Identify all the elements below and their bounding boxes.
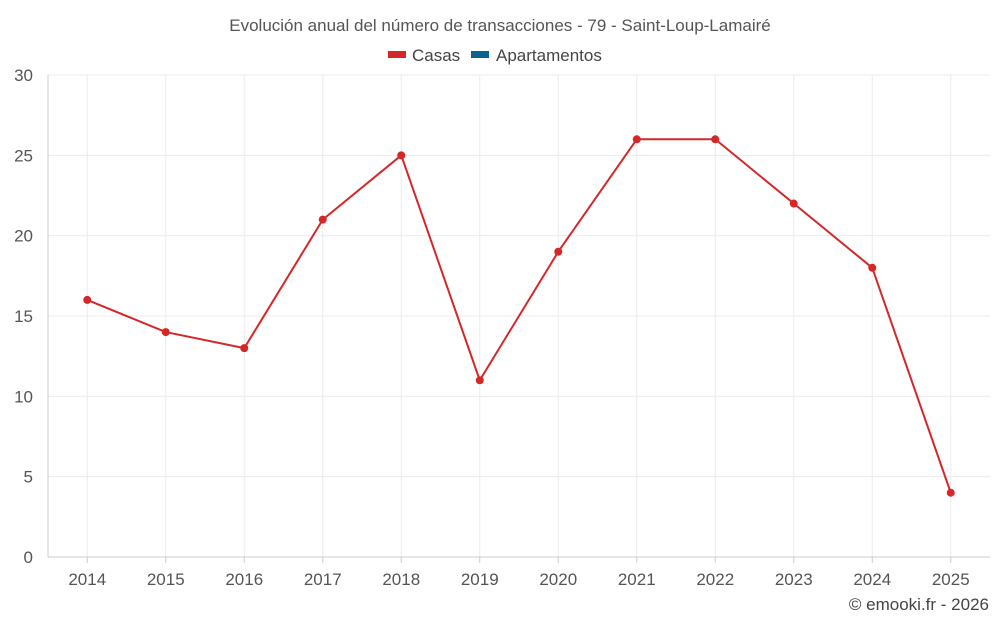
x-tick-label: 2019 (461, 570, 499, 589)
x-tick-label: 2022 (696, 570, 734, 589)
legend-swatch-casas (388, 51, 406, 58)
data-point-casas-2017[interactable] (318, 215, 327, 224)
data-point-casas-2025[interactable] (946, 488, 955, 497)
legend-label-casas: Casas (412, 46, 460, 65)
x-tick-label: 2015 (147, 570, 185, 589)
legend-item-apartamentos[interactable]: Apartamentos (471, 46, 602, 65)
x-tick-label: 2020 (539, 570, 577, 589)
chart-title: Evolución anual del número de transaccio… (229, 16, 770, 35)
series-layer (83, 135, 955, 497)
data-point-casas-2024[interactable] (868, 263, 877, 272)
y-tick-label: 15 (14, 307, 33, 326)
y-tick-label: 25 (14, 146, 33, 165)
y-tick-label: 10 (14, 387, 33, 406)
legend-item-casas[interactable]: Casas (388, 46, 460, 65)
data-point-casas-2018[interactable] (397, 151, 406, 160)
data-point-casas-2021[interactable] (632, 135, 641, 144)
axes (47, 75, 990, 558)
x-tick-label: 2025 (932, 570, 970, 589)
x-tick-label: 2017 (304, 570, 342, 589)
y-tick-label: 20 (14, 227, 33, 246)
data-point-casas-2014[interactable] (83, 295, 92, 304)
x-tick-label: 2014 (68, 570, 106, 589)
y-tick-label: 0 (24, 548, 33, 567)
data-point-casas-2019[interactable] (475, 376, 484, 385)
data-point-casas-2016[interactable] (240, 344, 249, 353)
x-tick-label: 2016 (225, 570, 263, 589)
legend-swatch-apartamentos (471, 51, 489, 58)
y-tick-label: 5 (24, 468, 33, 487)
data-point-casas-2020[interactable] (554, 247, 563, 256)
series-line-casas (86, 138, 952, 494)
y-tick-label: 30 (14, 66, 33, 85)
legend-label-apartamentos: Apartamentos (496, 46, 602, 65)
legend: Casas Apartamentos (388, 46, 602, 65)
x-tick-label: 2018 (382, 570, 420, 589)
data-point-casas-2015[interactable] (161, 328, 170, 337)
credit-text: © emooki.fr - 2026 (849, 595, 989, 614)
data-point-casas-2022[interactable] (711, 135, 720, 144)
x-tick-label: 2024 (853, 570, 891, 589)
data-point-casas-2023[interactable] (789, 199, 798, 208)
x-tick-label: 2021 (618, 570, 656, 589)
y-axis-ticks: 0 5 10 15 20 25 30 (14, 66, 33, 567)
y-gridlines (48, 74, 990, 478)
x-tick-label: 2023 (775, 570, 813, 589)
x-axis-ticks: 2014 2015 2016 2017 2018 2019 2020 2021 2022 2023… (68, 557, 970, 589)
